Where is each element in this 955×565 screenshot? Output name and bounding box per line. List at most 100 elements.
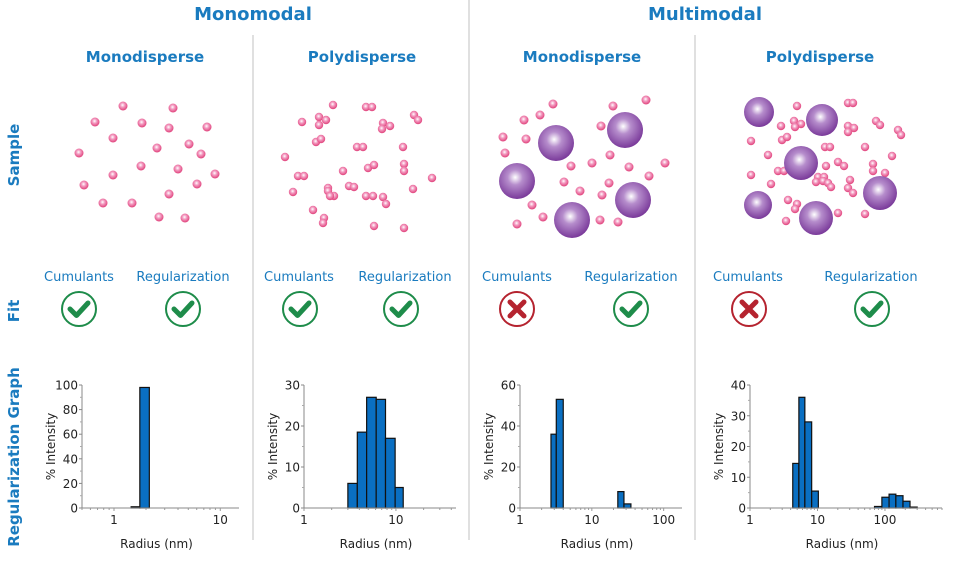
- column-title-monomodal-monodisperse: Monodisperse: [85, 48, 205, 66]
- check-icon: [60, 290, 98, 328]
- large-particle: [554, 202, 590, 238]
- y-tick-label: 20: [63, 477, 78, 491]
- y-tick-label: 30: [285, 379, 300, 393]
- y-tick-label: 60: [501, 379, 516, 393]
- column-divider: [252, 35, 254, 540]
- small-particle: [358, 142, 368, 152]
- x-tick-label: 1: [110, 513, 118, 527]
- small-particle: [368, 191, 378, 201]
- histogram-bar: [555, 398, 564, 509]
- fit-label-cumulants: Cumulants: [264, 270, 334, 285]
- histogram-bar: [375, 398, 387, 509]
- x-tick-label: 10: [810, 513, 825, 527]
- small-particle: [297, 117, 307, 127]
- y-tick-label: 10: [731, 471, 746, 485]
- chart-monomodal-polydisperse: 0 10 20 30 1 10 Radius (nm) % Intensity: [266, 379, 456, 551]
- group-divider: [468, 0, 470, 540]
- small-particle: [559, 177, 569, 187]
- x-axis-label: Radius (nm): [340, 537, 413, 551]
- small-particle: [868, 159, 878, 169]
- fit-label-regularization: Regularization: [358, 270, 452, 285]
- small-particle: [399, 159, 409, 169]
- fit-label-regularization: Regularization: [584, 270, 678, 285]
- row-label-graph: Regularization Graph: [5, 367, 23, 547]
- small-particle: [79, 180, 89, 190]
- large-particle: [615, 182, 651, 218]
- small-particle: [782, 132, 792, 142]
- row-label-sample: Sample: [5, 123, 23, 187]
- small-particle: [512, 219, 522, 229]
- small-particle: [349, 182, 359, 192]
- histogram-bar: [139, 386, 150, 509]
- y-axis-label: % Intensity: [266, 413, 280, 480]
- small-particle: [338, 166, 348, 176]
- small-particle: [519, 115, 529, 125]
- small-particle: [293, 171, 303, 181]
- small-particle: [321, 115, 331, 125]
- histogram-bar: [623, 503, 632, 509]
- small-particle: [839, 161, 849, 171]
- small-particle: [118, 101, 128, 111]
- y-tick-label: 100: [55, 379, 78, 393]
- histogram-bar: [394, 486, 404, 509]
- row-label-fit: Fit: [5, 299, 23, 323]
- small-particle: [811, 177, 821, 187]
- small-particle: [325, 191, 335, 201]
- small-particle: [74, 148, 84, 158]
- y-tick-label: 0: [70, 502, 78, 516]
- histogram-bar: [811, 490, 819, 509]
- small-particle: [408, 184, 418, 194]
- small-particle: [173, 164, 183, 174]
- small-particle: [127, 198, 137, 208]
- small-particle: [398, 142, 408, 152]
- small-particle: [498, 132, 508, 142]
- small-particle: [527, 200, 537, 210]
- small-particle: [352, 142, 362, 152]
- x-axis-label: Radius (nm): [806, 537, 879, 551]
- y-tick-label: 20: [501, 461, 516, 475]
- small-particle: [790, 122, 800, 132]
- group-title-monomodal: Monomodal: [194, 4, 312, 25]
- small-particle: [880, 168, 890, 178]
- small-particle: [385, 121, 395, 131]
- small-particle: [108, 133, 118, 143]
- column-title-multimodal-polydisperse: Polydisperse: [765, 48, 875, 66]
- column-title-monomodal-polydisperse: Polydisperse: [307, 48, 417, 66]
- sample-multimodal-monodisperse: [498, 95, 670, 238]
- small-particle: [152, 143, 162, 153]
- check-icon: [164, 290, 202, 328]
- y-tick-label: 40: [731, 379, 746, 393]
- small-particle: [875, 120, 885, 130]
- small-particle: [792, 101, 802, 111]
- y-tick-label: 20: [285, 420, 300, 434]
- large-particle: [806, 104, 838, 136]
- small-particle: [790, 204, 800, 214]
- y-tick-label: 40: [501, 420, 516, 434]
- small-particle: [314, 120, 324, 130]
- group-title-multimodal: Multimodal: [648, 4, 762, 25]
- small-particle: [308, 205, 318, 215]
- small-particle: [413, 115, 423, 125]
- small-particle: [314, 112, 324, 122]
- large-particle: [744, 191, 772, 219]
- small-particle: [566, 161, 576, 171]
- cross-icon: [730, 290, 768, 328]
- small-particle: [604, 178, 614, 188]
- small-particle: [848, 188, 858, 198]
- small-particle: [773, 166, 783, 176]
- cross-icon: [498, 290, 536, 328]
- column-title-multimodal-monodisperse: Monodisperse: [522, 48, 642, 66]
- histogram-bar: [550, 433, 557, 509]
- small-particle: [164, 123, 174, 133]
- small-particle: [825, 142, 835, 152]
- small-particle: [868, 166, 878, 176]
- small-particle: [192, 179, 202, 189]
- small-particle: [378, 192, 388, 202]
- histogram-bar: [356, 431, 368, 509]
- large-particle: [538, 125, 574, 161]
- check-icon: [382, 290, 420, 328]
- small-particle: [595, 215, 605, 225]
- small-particle: [202, 122, 212, 132]
- small-particle: [399, 223, 409, 233]
- small-particle: [845, 175, 855, 185]
